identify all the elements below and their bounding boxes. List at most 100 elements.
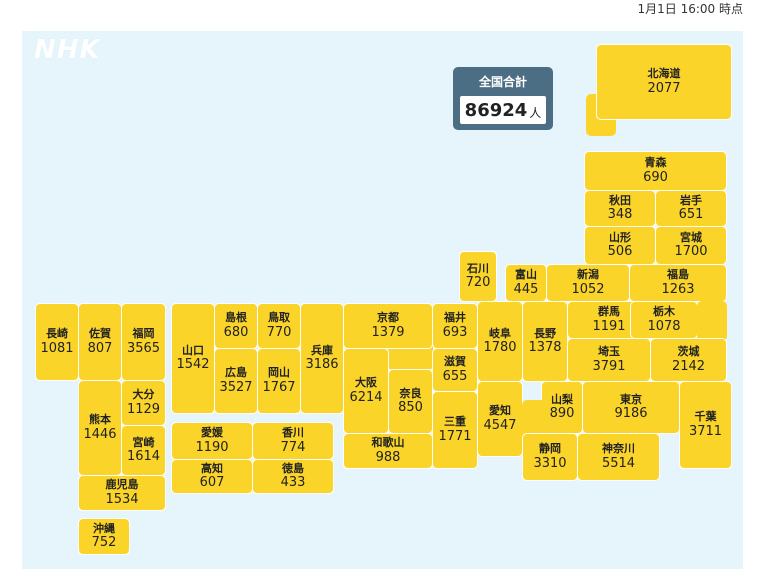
pref-tokyo[interactable]: 東京 9186: [582, 381, 680, 434]
pref-nagano[interactable]: 長野 1378: [522, 301, 568, 382]
pref-count: 651: [678, 207, 704, 223]
pref-count: 1263: [661, 281, 695, 297]
pref-hiroshima[interactable]: 広島 3527: [214, 348, 258, 414]
pref-yamanashi[interactable]: 山梨 890: [541, 381, 583, 434]
timestamp: 1月1日 16:00 時点: [637, 2, 743, 16]
pref-count: 1780: [483, 340, 517, 356]
pref-count: 1614: [126, 449, 161, 465]
pref-iwate[interactable]: 岩手 651: [655, 190, 727, 227]
pref-kyoto[interactable]: 京都 1379: [343, 303, 433, 349]
pref-name: 岡山: [268, 366, 290, 379]
pref-chiba[interactable]: 千葉 3711: [679, 381, 732, 469]
pref-miyagi[interactable]: 宮城 1700: [655, 226, 727, 265]
pref-hokkaido[interactable]: 北海道 2077: [596, 44, 732, 120]
pref-fukushima[interactable]: 福島 1263: [629, 264, 727, 302]
pref-name: 秋田: [609, 193, 631, 207]
pref-tokushima[interactable]: 徳島 433: [252, 459, 334, 494]
pref-count: 607: [199, 475, 225, 491]
pref-name: 栃木: [653, 305, 675, 318]
pref-name: 山口: [182, 343, 204, 357]
pref-name: 徳島: [282, 461, 304, 475]
pref-kanagawa[interactable]: 神奈川 5514: [577, 433, 660, 481]
pref-shiga[interactable]: 滋賀 655: [432, 348, 478, 392]
pref-name: 京都: [377, 311, 399, 324]
pref-count: 807: [87, 340, 113, 356]
pref-name: 大分: [132, 388, 155, 401]
pref-kumamoto[interactable]: 熊本 1446: [78, 380, 122, 476]
national-total-label: 全国合計: [478, 75, 527, 89]
pref-wakayama[interactable]: 和歌山 988: [343, 433, 433, 469]
pref-count: 6214: [349, 389, 383, 405]
pref-tochigi[interactable]: 栃木 1078: [630, 301, 698, 339]
pref-name: 静岡: [539, 442, 561, 455]
national-total-box: 全国合計 86924 人: [453, 67, 553, 130]
pref-nagasaki[interactable]: 長崎 1081: [35, 303, 79, 381]
pref-aichi[interactable]: 愛知 4547: [477, 381, 523, 457]
pref-saga[interactable]: 佐賀 807: [78, 303, 122, 381]
pref-count: 1378: [528, 340, 562, 356]
pref-count: 1081: [40, 340, 74, 356]
pref-count: 680: [223, 324, 249, 340]
pref-count: 348: [607, 207, 633, 223]
pref-nara[interactable]: 奈良 850: [388, 369, 433, 434]
pref-name: 宮崎: [132, 435, 155, 449]
pref-shizuoka[interactable]: 静岡 3310: [522, 433, 578, 481]
pref-mie[interactable]: 三重 1771: [432, 391, 478, 469]
pref-count: 1191: [592, 318, 626, 334]
national-total-value-box: 86924 人: [460, 96, 546, 124]
pref-ishikawa[interactable]: 石川 720: [459, 251, 497, 302]
pref-count: 774: [280, 439, 306, 455]
pref-count: 693: [442, 324, 468, 340]
pref-niigata[interactable]: 新潟 1052: [546, 264, 630, 302]
pref-count: 506: [607, 244, 633, 260]
pref-count: 2142: [671, 358, 706, 374]
pref-name: 愛媛: [201, 426, 223, 439]
pref-miyazaki[interactable]: 宮崎 1614: [121, 425, 166, 476]
pref-count: 433: [280, 475, 306, 491]
pref-gifu[interactable]: 岐阜 1780: [477, 301, 523, 382]
pref-fukui[interactable]: 福井 693: [432, 303, 478, 349]
pref-osaka[interactable]: 大阪 6214: [343, 348, 389, 434]
pref-count: 5514: [601, 455, 636, 471]
pref-aomori[interactable]: 青森 690: [584, 151, 727, 191]
pref-okinawa[interactable]: 沖縄 752: [78, 518, 130, 555]
pref-kochi[interactable]: 高知 607: [171, 459, 253, 494]
pref-count: 3310: [533, 455, 567, 471]
pref-yamaguchi[interactable]: 山口 1542: [171, 303, 215, 414]
pref-name: 岩手: [680, 193, 702, 207]
pref-count: 1078: [647, 318, 681, 334]
pref-kagoshima[interactable]: 鹿児島 1534: [78, 475, 166, 511]
nhk-logo: NHK: [34, 35, 101, 65]
pref-name: 茨城: [677, 345, 700, 358]
pref-ehime[interactable]: 愛媛 1190: [171, 422, 253, 460]
pref-saitama[interactable]: 埼玉 3791: [567, 338, 651, 382]
pref-shimane[interactable]: 島根 680: [214, 303, 258, 349]
pref-kagawa[interactable]: 香川 774: [252, 422, 334, 460]
pref-count: 3186: [305, 357, 339, 373]
pref-count: 1771: [438, 428, 472, 444]
pref-tottori[interactable]: 鳥取 770: [257, 303, 301, 349]
pref-name: 鳥取: [268, 311, 290, 324]
pref-hyogo[interactable]: 兵庫 3186: [300, 303, 344, 414]
pref-fukuoka[interactable]: 福岡 3565: [121, 303, 166, 381]
pref-name: 鹿児島: [105, 478, 139, 491]
pref-name: 神奈川: [602, 442, 635, 455]
pref-name: 北海道: [647, 67, 681, 80]
pref-name: 山形: [609, 230, 631, 244]
pref-count: 1700: [674, 244, 708, 260]
national-total-value: 86924: [464, 99, 528, 121]
pref-count: 1446: [83, 426, 117, 442]
pref-yamagata[interactable]: 山形 506: [584, 226, 656, 265]
pref-name: 長崎: [46, 327, 68, 340]
pref-okayama[interactable]: 岡山 1767: [257, 348, 301, 414]
pref-count: 4547: [483, 417, 517, 433]
pref-akita[interactable]: 秋田 348: [584, 190, 656, 227]
pref-ibaraki[interactable]: 茨城 2142: [650, 338, 727, 382]
pref-toyama[interactable]: 富山 445: [505, 264, 547, 302]
pref-count: 770: [266, 324, 292, 340]
pref-count: 1052: [571, 281, 605, 297]
pref-oita[interactable]: 大分 1129: [121, 380, 166, 426]
pref-name: 大阪: [355, 376, 377, 389]
pref-name: 富山: [515, 268, 537, 281]
pref-name: 香川: [282, 426, 304, 439]
